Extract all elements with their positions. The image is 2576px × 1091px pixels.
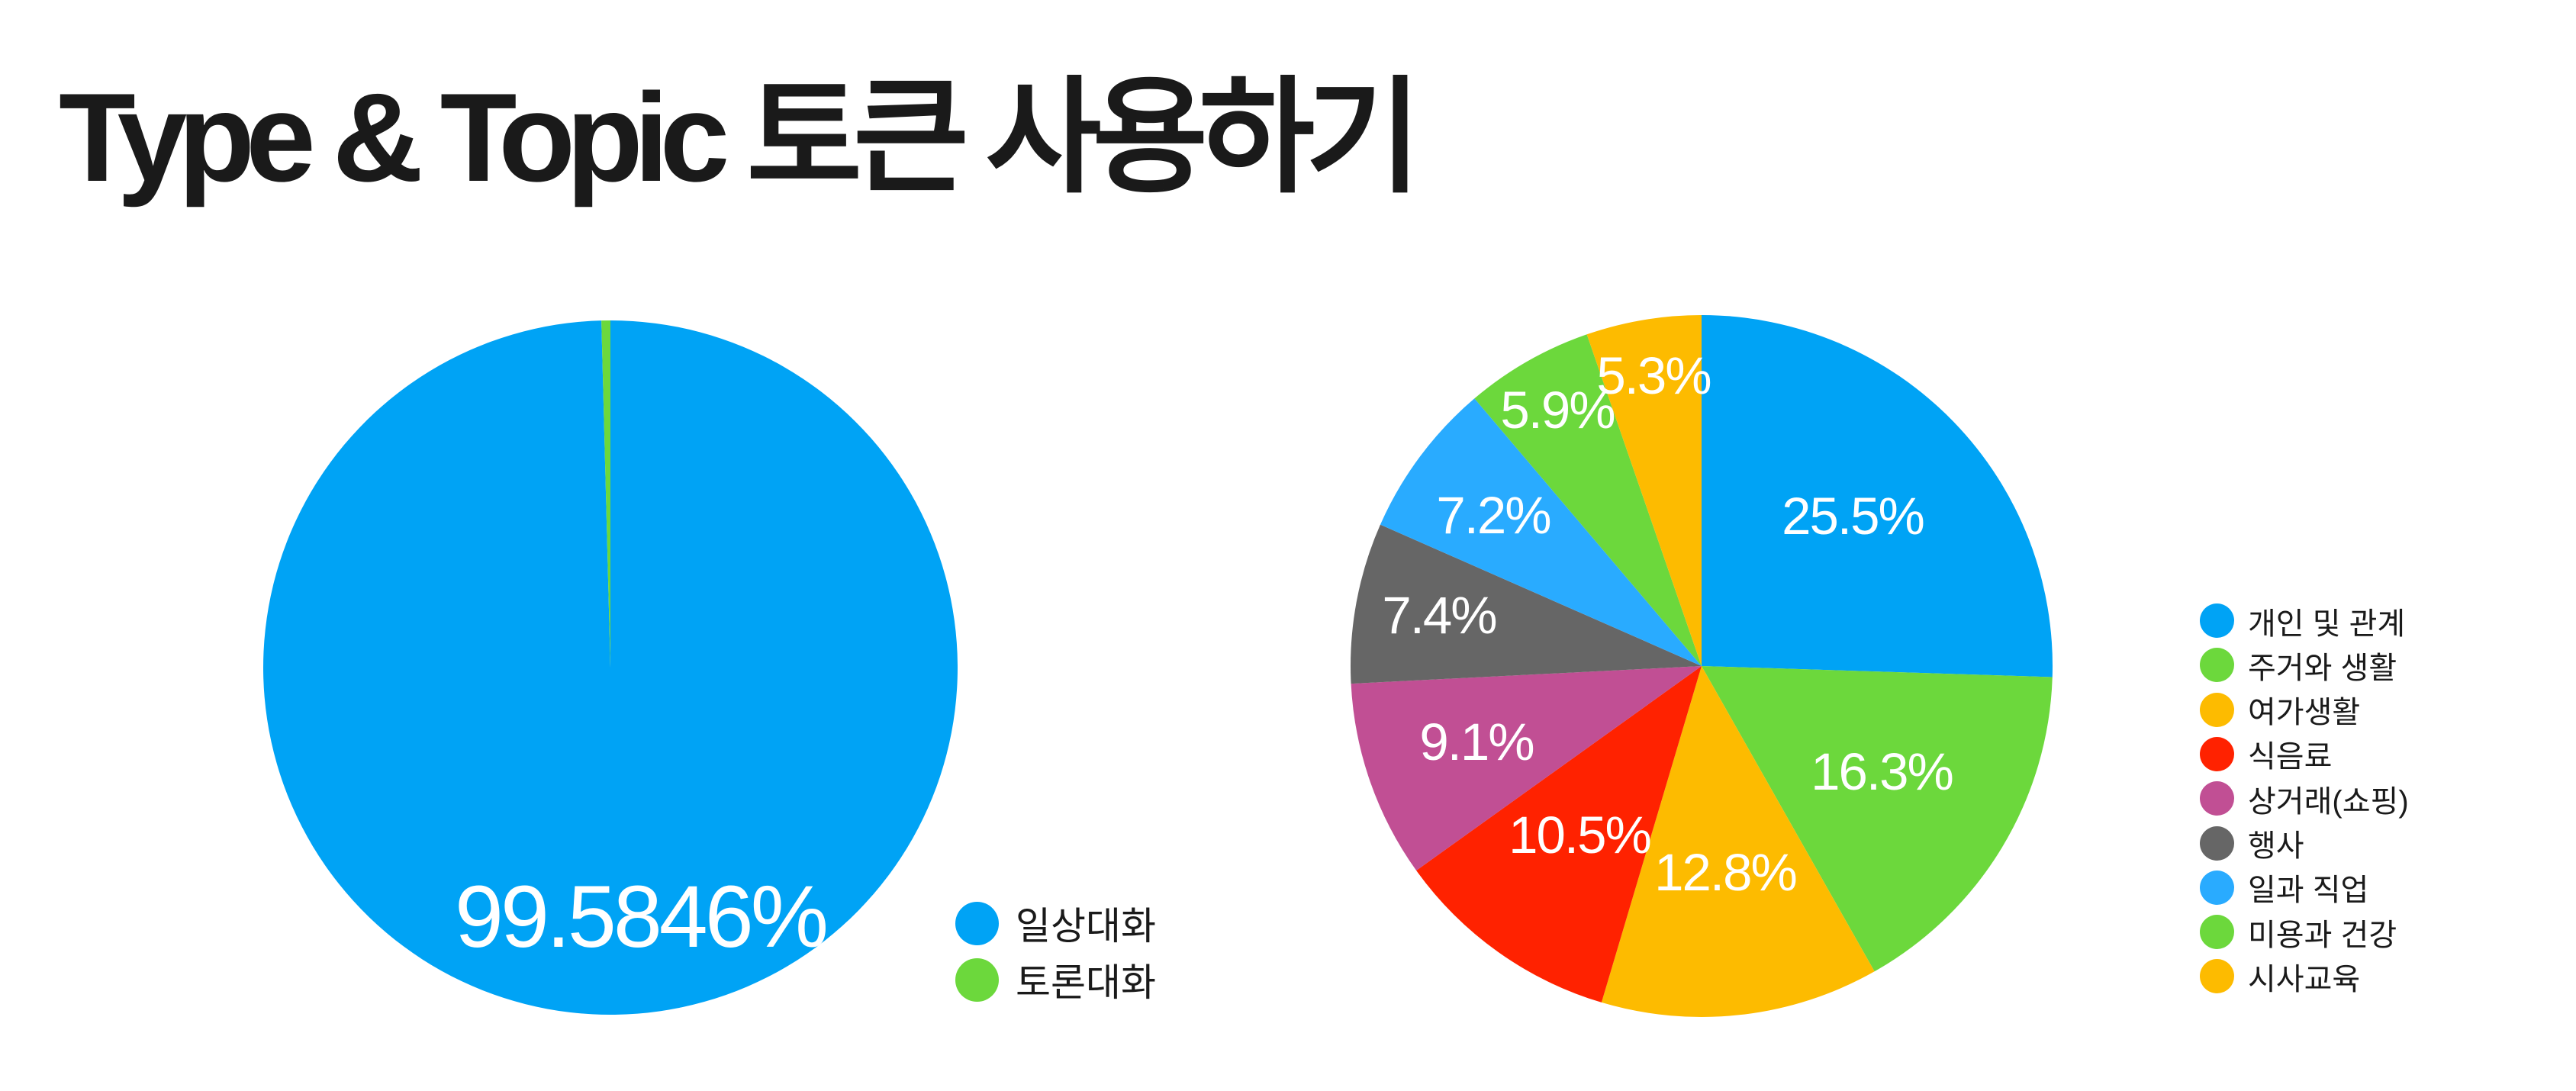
- svg-text:25.5%: 25.5%: [1782, 487, 1924, 546]
- svg-text:10.5%: 10.5%: [1509, 806, 1650, 864]
- svg-text:7.2%: 7.2%: [1436, 486, 1550, 545]
- svg-text:9.1%: 9.1%: [1419, 713, 1533, 771]
- svg-text:12.8%: 12.8%: [1654, 843, 1796, 902]
- svg-text:7.4%: 7.4%: [1382, 586, 1496, 645]
- svg-text:16.3%: 16.3%: [1811, 742, 1953, 801]
- svg-text:5.3%: 5.3%: [1596, 346, 1710, 405]
